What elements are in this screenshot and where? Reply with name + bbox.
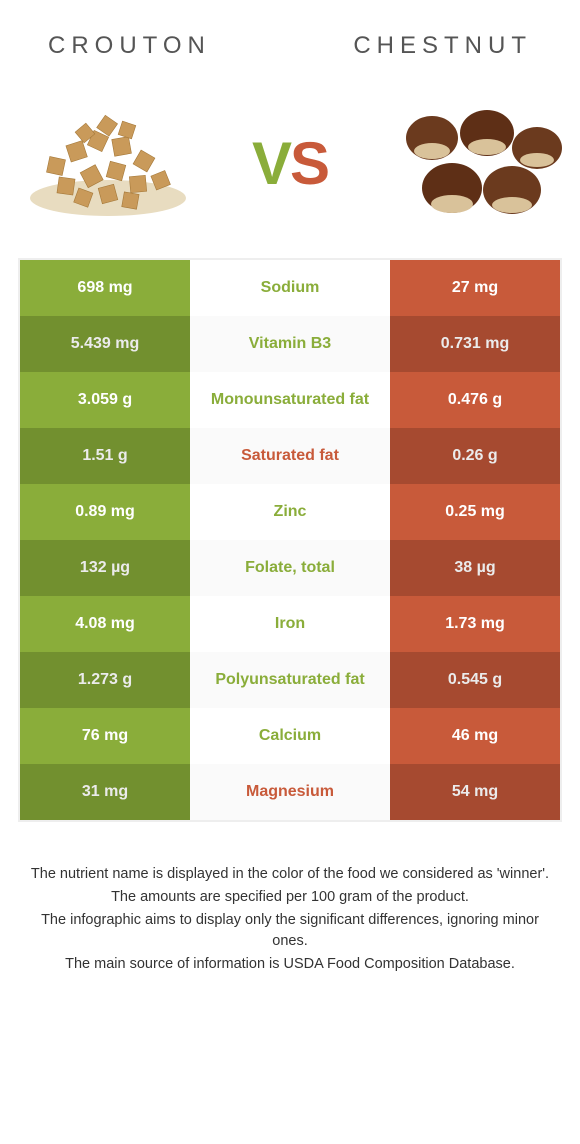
table-row: 31 mgMagnesium54 mg	[20, 764, 560, 820]
table-row: 132 µgFolate, total38 µg	[20, 540, 560, 596]
vs-label: VS	[252, 129, 328, 198]
right-value: 27 mg	[390, 260, 560, 316]
right-value: 1.73 mg	[390, 596, 560, 652]
crouton-image	[18, 98, 193, 228]
footnotes: The nutrient name is displayed in the co…	[18, 822, 562, 975]
left-value: 5.439 mg	[20, 316, 190, 372]
image-row: VS	[18, 88, 562, 258]
nutrient-label: Zinc	[190, 484, 390, 540]
left-value: 31 mg	[20, 764, 190, 820]
nutrient-label: Sodium	[190, 260, 390, 316]
vs-v-letter: V	[252, 130, 290, 197]
table-row: 4.08 mgIron1.73 mg	[20, 596, 560, 652]
nutrient-label: Monounsaturated fat	[190, 372, 390, 428]
infographic-container: Crouton Chestnut	[0, 0, 580, 997]
chestnut-image	[387, 98, 562, 228]
right-value: 0.545 g	[390, 652, 560, 708]
vs-s-letter: S	[290, 130, 328, 197]
footnote-line: The amounts are specified per 100 gram o…	[26, 887, 554, 908]
left-value: 4.08 mg	[20, 596, 190, 652]
left-value: 1.51 g	[20, 428, 190, 484]
table-row: 698 mgSodium27 mg	[20, 260, 560, 316]
right-value: 38 µg	[390, 540, 560, 596]
table-row: 0.89 mgZinc0.25 mg	[20, 484, 560, 540]
nutrient-label: Iron	[190, 596, 390, 652]
left-value: 76 mg	[20, 708, 190, 764]
nutrient-table: 698 mgSodium27 mg5.439 mgVitamin B30.731…	[18, 258, 562, 822]
nutrient-label: Vitamin B3	[190, 316, 390, 372]
footnote-line: The infographic aims to display only the…	[26, 910, 554, 952]
right-value: 0.476 g	[390, 372, 560, 428]
table-row: 3.059 gMonounsaturated fat0.476 g	[20, 372, 560, 428]
nutrient-label: Saturated fat	[190, 428, 390, 484]
nutrient-label: Calcium	[190, 708, 390, 764]
nutrient-label: Polyunsaturated fat	[190, 652, 390, 708]
right-value: 0.26 g	[390, 428, 560, 484]
left-value: 132 µg	[20, 540, 190, 596]
left-value: 698 mg	[20, 260, 190, 316]
left-value: 3.059 g	[20, 372, 190, 428]
table-row: 76 mgCalcium46 mg	[20, 708, 560, 764]
left-value: 0.89 mg	[20, 484, 190, 540]
table-row: 5.439 mgVitamin B30.731 mg	[20, 316, 560, 372]
right-value: 0.731 mg	[390, 316, 560, 372]
footnote-line: The main source of information is USDA F…	[26, 954, 554, 975]
table-row: 1.51 gSaturated fat0.26 g	[20, 428, 560, 484]
right-value: 54 mg	[390, 764, 560, 820]
nutrient-label: Magnesium	[190, 764, 390, 820]
footnote-line: The nutrient name is displayed in the co…	[26, 864, 554, 885]
table-row: 1.273 gPolyunsaturated fat0.545 g	[20, 652, 560, 708]
right-value: 46 mg	[390, 708, 560, 764]
right-value: 0.25 mg	[390, 484, 560, 540]
left-value: 1.273 g	[20, 652, 190, 708]
nutrient-label: Folate, total	[190, 540, 390, 596]
right-food-title: Chestnut	[353, 32, 532, 60]
left-food-title: Crouton	[48, 32, 211, 60]
title-row: Crouton Chestnut	[18, 20, 562, 88]
